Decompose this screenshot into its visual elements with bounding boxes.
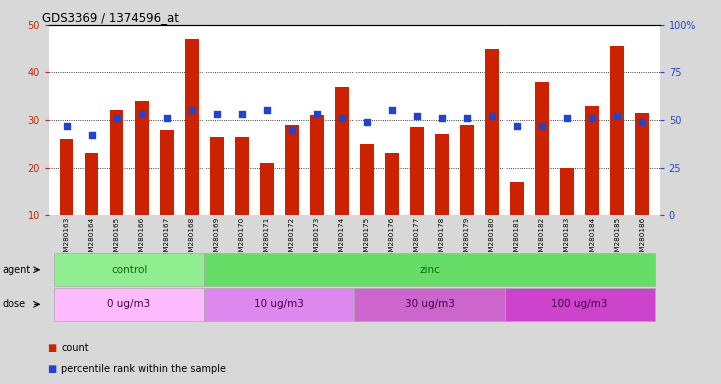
Point xyxy=(536,122,548,129)
Point xyxy=(186,108,198,114)
Bar xyxy=(460,125,474,215)
Point xyxy=(436,115,448,121)
Bar xyxy=(335,87,349,215)
Bar xyxy=(535,82,549,215)
Text: count: count xyxy=(61,343,89,353)
Bar xyxy=(410,127,424,215)
Point xyxy=(61,122,72,129)
Point xyxy=(386,108,398,114)
Bar xyxy=(610,46,624,215)
Point xyxy=(86,132,97,138)
Bar xyxy=(485,49,499,215)
Point xyxy=(562,115,573,121)
Point xyxy=(361,119,373,125)
Bar xyxy=(585,106,599,215)
Text: control: control xyxy=(111,265,147,275)
Text: 30 ug/m3: 30 ug/m3 xyxy=(404,299,454,310)
Text: ■: ■ xyxy=(47,364,56,374)
Point xyxy=(486,113,497,119)
Point xyxy=(136,111,147,118)
Bar xyxy=(210,137,224,215)
Point xyxy=(336,115,348,121)
Bar xyxy=(260,163,274,215)
Bar xyxy=(310,115,324,215)
Text: 100 ug/m3: 100 ug/m3 xyxy=(552,299,608,310)
Bar xyxy=(360,144,373,215)
Bar xyxy=(635,113,649,215)
Bar xyxy=(235,137,249,215)
Point xyxy=(211,111,223,118)
Point xyxy=(461,115,473,121)
Text: 0 ug/m3: 0 ug/m3 xyxy=(107,299,151,310)
Bar xyxy=(285,125,298,215)
Text: agent: agent xyxy=(2,265,30,275)
Bar xyxy=(435,134,449,215)
Text: 10 ug/m3: 10 ug/m3 xyxy=(255,299,304,310)
Point xyxy=(586,115,598,121)
Point xyxy=(511,122,523,129)
Bar xyxy=(60,139,74,215)
Text: zinc: zinc xyxy=(419,265,440,275)
Bar xyxy=(560,167,574,215)
Point xyxy=(161,115,172,121)
Bar xyxy=(135,101,149,215)
Bar xyxy=(385,153,399,215)
Point xyxy=(411,113,423,119)
Point xyxy=(311,111,322,118)
Point xyxy=(637,119,648,125)
Bar xyxy=(110,111,123,215)
Bar xyxy=(510,182,524,215)
Text: GDS3369 / 1374596_at: GDS3369 / 1374596_at xyxy=(42,12,179,25)
Point xyxy=(111,115,123,121)
Bar xyxy=(160,129,174,215)
Bar xyxy=(84,153,99,215)
Bar xyxy=(185,39,198,215)
Text: dose: dose xyxy=(2,299,25,310)
Point xyxy=(236,111,247,118)
Text: percentile rank within the sample: percentile rank within the sample xyxy=(61,364,226,374)
Point xyxy=(286,126,298,132)
Text: ■: ■ xyxy=(47,343,56,353)
Point xyxy=(611,113,623,119)
Point xyxy=(261,108,273,114)
